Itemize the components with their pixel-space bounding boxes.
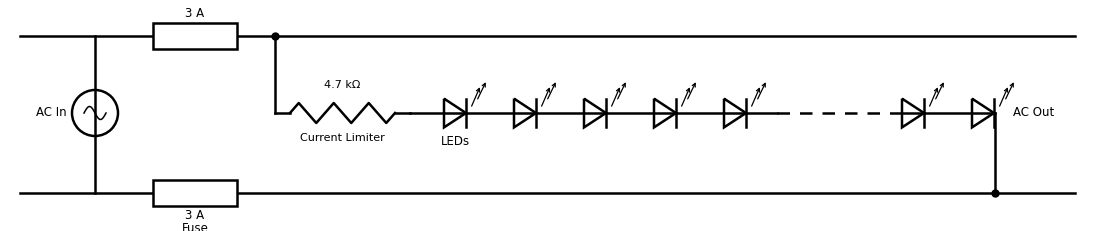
- Text: AC In: AC In: [36, 106, 67, 119]
- Text: 3 A: 3 A: [186, 209, 205, 222]
- FancyBboxPatch shape: [153, 23, 237, 49]
- Text: 3 A: 3 A: [186, 7, 205, 20]
- FancyBboxPatch shape: [153, 180, 237, 206]
- Text: Fuse: Fuse: [181, 222, 208, 231]
- Text: AC Out: AC Out: [1012, 106, 1054, 119]
- Text: 4.7 kΩ: 4.7 kΩ: [325, 80, 361, 90]
- Text: Current Limiter: Current Limiter: [300, 133, 385, 143]
- Text: LEDs: LEDs: [440, 135, 469, 148]
